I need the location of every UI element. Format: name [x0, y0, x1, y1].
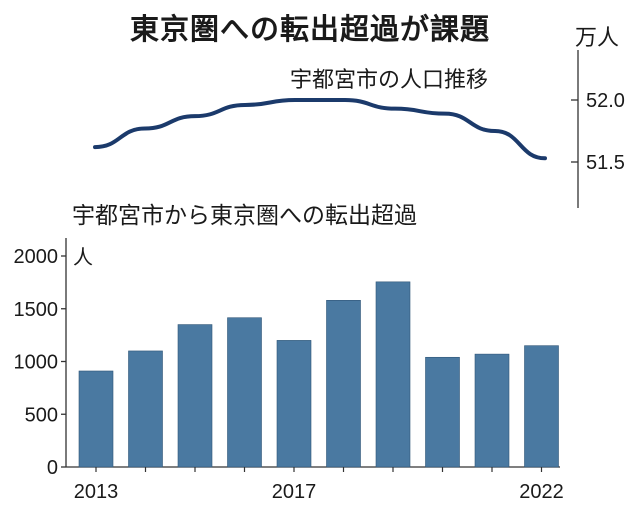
bar-chart: 人 0 500 1000 1500 2000 2013 2017 2022	[14, 238, 564, 503]
chart-title: 東京圏への転出超過が課題	[130, 12, 491, 46]
bar	[276, 340, 312, 468]
bar	[177, 324, 213, 468]
bar	[375, 281, 411, 468]
bar	[227, 317, 262, 468]
bar	[128, 350, 163, 468]
bar-y-tick-label: 2000	[14, 246, 59, 268]
bar-x-tick-label: 2013	[74, 481, 119, 503]
bar	[425, 356, 460, 468]
line-y-tick-label: 51.5	[586, 152, 625, 174]
bar-unit-label: 人	[73, 246, 93, 269]
bar	[474, 353, 510, 468]
bar	[524, 345, 559, 468]
line-y-tick-label: 52.0	[586, 90, 625, 112]
bar-y-tick-label: 1500	[14, 299, 59, 321]
bar-x-tick-label: 2017	[272, 481, 317, 503]
line-chart: 52.0 51.5	[93, 50, 625, 208]
line-chart-title: 宇都宮市の人口推移	[290, 68, 489, 93]
bar-y-tick-label: 0	[47, 457, 58, 479]
bar	[78, 370, 114, 468]
bar-chart-title: 宇都宮市から東京圏への転出超過	[72, 203, 417, 229]
bar-x-tick-label: 2022	[519, 481, 564, 503]
bar-y-tick-label: 1000	[14, 352, 59, 374]
bar	[326, 300, 361, 468]
population-line	[93, 98, 547, 161]
line-unit-label: 万人	[575, 26, 620, 51]
bar-y-tick-label: 500	[25, 404, 58, 426]
